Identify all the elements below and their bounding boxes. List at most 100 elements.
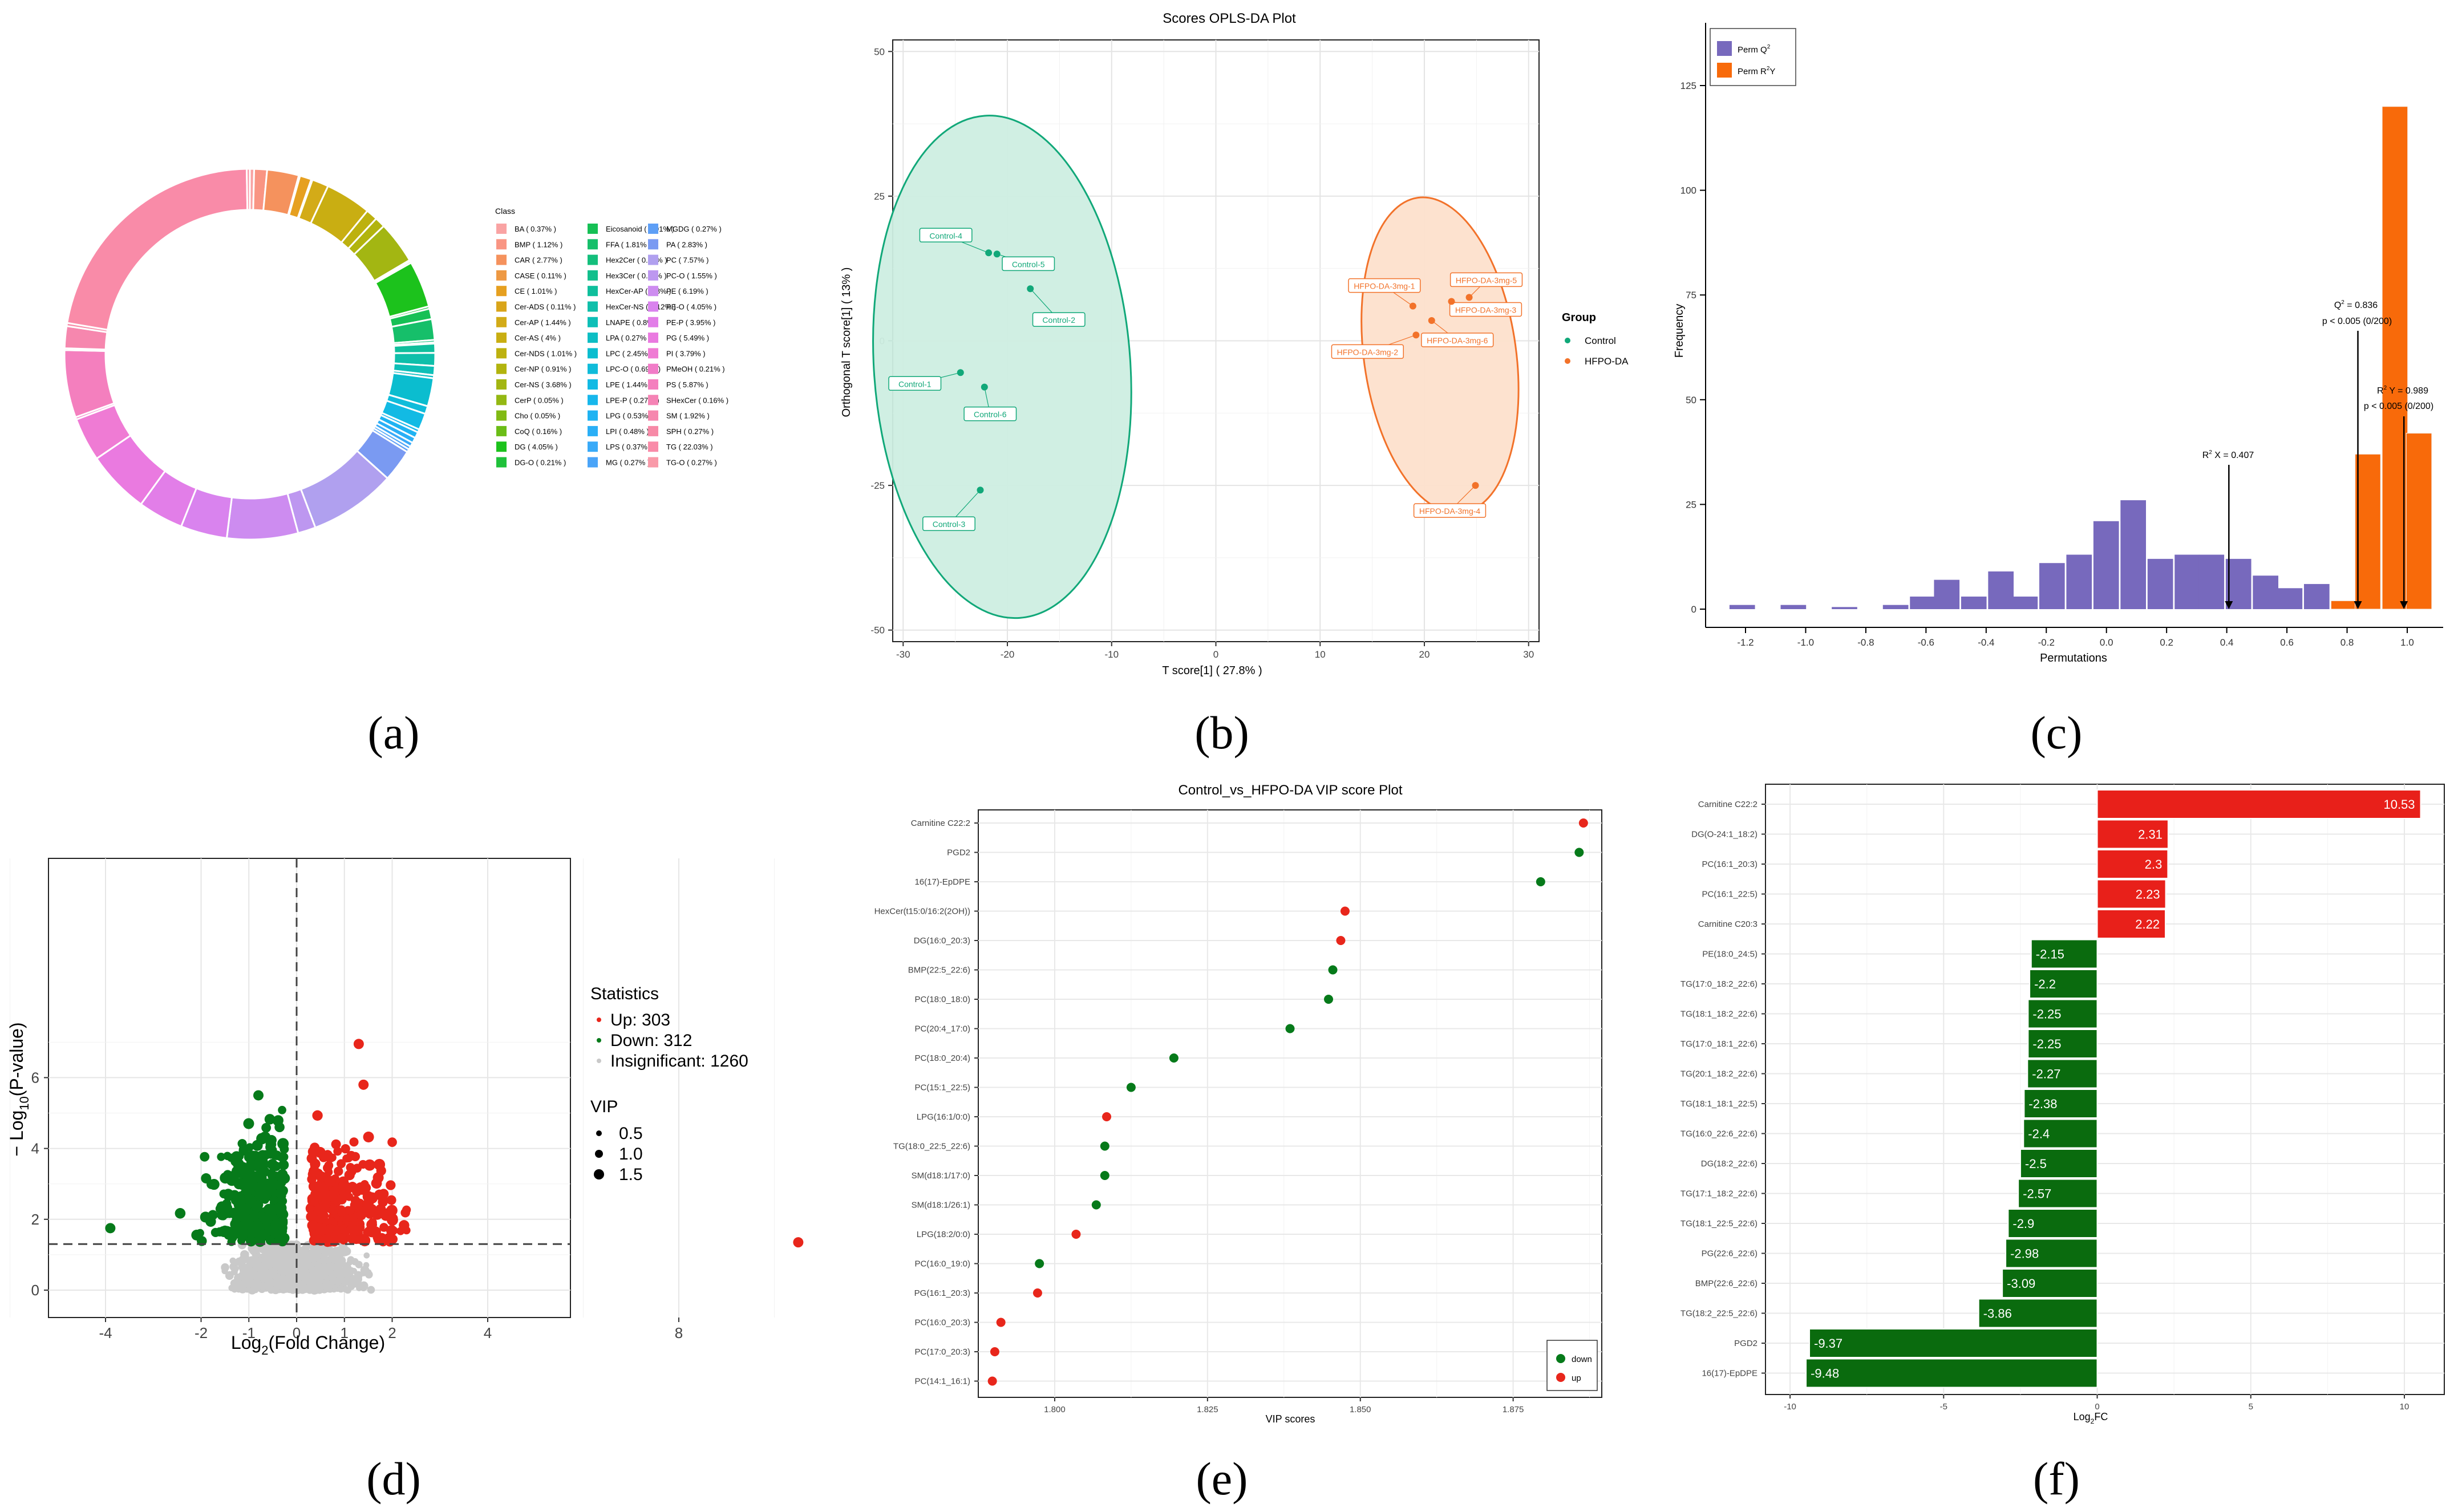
fc-bar (2096, 879, 2167, 909)
insignificant-point (249, 1247, 257, 1255)
legend-swatch (588, 333, 598, 343)
x-tick-label: 0 (293, 1324, 301, 1341)
insignificant-point (351, 1267, 357, 1274)
point-label: Control-1 (898, 379, 932, 388)
legend-swatch-r2y (1717, 63, 1732, 78)
annotation-text: Q2 = 0.836 (2334, 299, 2378, 310)
y-tick-label: TG(18:1_18:1_22:5) (1680, 1099, 1758, 1109)
y-tick-label: TG(17:0_18:1_22:6) (1680, 1039, 1758, 1049)
down-point (243, 1118, 254, 1129)
y-tick-label: BMP(22:5_22:6) (908, 966, 970, 975)
fc-bar (2002, 1268, 2098, 1298)
insignificant-point (309, 1248, 317, 1255)
point-label-box (919, 228, 973, 243)
arrow-head (2354, 601, 2362, 609)
bar-value-label: 2.31 (2138, 828, 2163, 842)
x-tick-label: 1.875 (1503, 1405, 1524, 1414)
fc-bar (2019, 1149, 2098, 1178)
down-point (257, 1211, 266, 1220)
insignificant-point (327, 1272, 337, 1282)
legend-label: LPS ( 0.37% ) (606, 443, 652, 451)
legend-vip-medium (595, 1150, 603, 1158)
legend-swatch (496, 317, 507, 327)
fc-bar (2023, 1118, 2098, 1149)
bar-value-label: -2.25 (2032, 1007, 2061, 1021)
up-point (338, 1181, 349, 1191)
up-point (350, 1152, 361, 1162)
bars-layer: Carnitine C22:2 10.53 DG(O-24:1_18:2) 2.31 P… (1680, 789, 2421, 1388)
legend-label: LPC-O ( 0.69% ) (606, 365, 661, 374)
legend-label: PA ( 2.83% ) (666, 240, 707, 249)
legend-label: PE-P ( 3.95% ) (666, 318, 715, 327)
annotation-r2x: R2 X = 0.407 (2202, 449, 2254, 460)
insignificant-point (299, 1247, 309, 1257)
up-point (331, 1139, 341, 1149)
histogram-bar (2330, 600, 2357, 610)
donut-slice (66, 168, 249, 331)
up-point (341, 1144, 350, 1154)
donut-chart: Class BA ( 0.37% ) BMP ( 1.12% ) CAR ( 2.7… (63, 168, 728, 541)
insignificant-point (246, 1270, 255, 1278)
up-point (793, 1237, 804, 1248)
legend-label: PE ( 6.19% ) (666, 287, 708, 295)
legend-swatch (588, 457, 598, 468)
insignificant-point (261, 1255, 270, 1264)
data-point (985, 249, 993, 257)
histogram-bar (2198, 554, 2225, 609)
up-point (337, 1159, 346, 1169)
x-tick-label: -1.2 (1737, 637, 1754, 648)
legend-label: LPG ( 0.53% ) (606, 412, 653, 420)
down-point (228, 1233, 237, 1242)
permutation-histogram: -1.2 -1.0 -0.8 -0.6 -0.4 -0.2 0.0 0.2 0.4 0.6 0.8 1… (1673, 23, 2443, 664)
up-point (353, 1039, 364, 1049)
y-tick-label: LPG(18:2/0:0) (917, 1230, 970, 1239)
insignificant-point (267, 1278, 274, 1285)
point-label-box (1449, 302, 1522, 317)
vip-point (990, 1347, 999, 1356)
y-tick-label: 16(17)-EpDPE (914, 877, 970, 887)
histogram-bar (1910, 596, 1935, 609)
vip-point (1336, 936, 1346, 945)
data-point (1448, 298, 1455, 305)
legend-label: PS ( 5.87% ) (666, 380, 708, 389)
legend-swatch (588, 441, 598, 452)
y-tick-label: 25 (1686, 499, 1696, 510)
y-tick-label: LPG(16:1/0:0) (917, 1112, 970, 1122)
legend-label: Cer-NP ( 0.91% ) (515, 365, 571, 374)
y-tick-label: PC(18:0_18:0) (914, 995, 970, 1004)
legend-dot-control (1565, 338, 1570, 343)
fc-bar (2018, 1178, 2098, 1209)
arrow-head (2400, 601, 2408, 609)
legend-label: SPH ( 0.27% ) (666, 427, 714, 436)
legend-vip-small (596, 1130, 602, 1136)
bar-value-label: 2.23 (2136, 887, 2160, 902)
vip-point (1100, 1141, 1109, 1151)
insignificant-point (334, 1269, 340, 1275)
data-point (981, 383, 988, 391)
point-label: HFPO-DA-3mg-2 (1337, 347, 1399, 356)
annotation-text: R2 X = 0.407 (2202, 449, 2254, 460)
legend-swatch (588, 301, 598, 312)
legend-title-vip: VIP (590, 1097, 618, 1116)
up-point (314, 1182, 323, 1191)
y-tick-label: HexCer(t15:0/16:2(2OH)) (874, 907, 970, 917)
down-point (249, 1210, 261, 1222)
bar-value-label: -2.2 (2034, 977, 2056, 991)
x-tick-label: 20 (1419, 649, 1430, 660)
legend-swatch (588, 379, 598, 390)
data-point (993, 250, 1001, 258)
fc-bar (2005, 1238, 2098, 1268)
up-point (313, 1205, 323, 1216)
insignificant-point (226, 1271, 233, 1278)
y-tick-label: 0 (31, 1282, 39, 1299)
legend-swatch (496, 286, 507, 297)
down-point (253, 1090, 264, 1101)
insignificant-point (245, 1262, 253, 1270)
histogram-bar (2253, 575, 2279, 609)
legend-label: LPC ( 2.45% ) (606, 349, 653, 358)
legend-swatch (496, 333, 507, 343)
legend-label: PG ( 5.49% ) (666, 334, 709, 342)
down-point (278, 1185, 288, 1195)
legend-label: TG ( 22.03% ) (666, 443, 713, 451)
